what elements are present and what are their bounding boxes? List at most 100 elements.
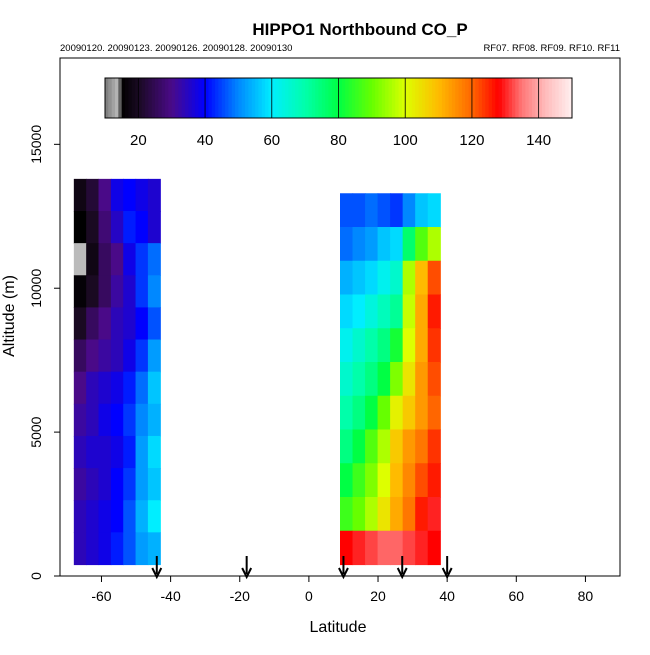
heatmap-cell [86,307,100,341]
heatmap-cell [427,328,441,363]
x-tick-label: 80 [578,588,594,604]
heatmap-cell [390,362,404,397]
heatmap-cell [365,362,379,397]
heatmap-cell [365,496,379,532]
colorbar-swatch [191,78,196,118]
colorbar-swatch [431,78,436,118]
colorbar-tick-label: 20 [130,132,147,149]
colorbar-swatch [318,78,323,118]
heatmap-cell [147,339,161,373]
colorbar-swatch [105,78,109,118]
heatmap-cell [73,339,87,373]
colorbar-swatch [471,78,476,118]
colorbar-swatch [145,78,149,118]
heatmap-cell [365,328,379,363]
colorbar-swatch [518,78,523,118]
heatmap-cell [123,403,137,437]
heatmap-cell [73,178,87,212]
colorbar-tick-label: 140 [526,132,551,149]
colorbar-swatch [418,78,423,118]
colorbar-swatch [138,78,143,118]
heatmap-cell [123,178,137,212]
colorbar-swatch [171,78,176,118]
colorbar-swatch [455,78,460,118]
colorbar-swatch [371,78,376,118]
heatmap-cell [427,395,441,431]
colorbar-swatch [185,78,189,118]
colorbar-swatch [258,78,263,118]
colorbar-swatch [538,78,543,118]
colorbar-swatch [488,78,493,118]
heatmap-cell [415,260,429,296]
colorbar-swatch [275,78,279,118]
colorbar-swatch [205,78,209,118]
colorbar-swatch [541,78,546,118]
colorbar-swatch [481,78,486,118]
colorbar-swatch [425,78,430,118]
heatmap-cell [86,435,100,469]
colorbar-swatch [445,78,450,118]
heatmap-cell [352,227,366,262]
colorbar-swatch [398,78,403,118]
heatmap-cell [402,395,416,431]
heatmap-cell [86,532,100,566]
colorbar-swatch [548,78,553,118]
colorbar-swatch [525,78,530,118]
heatmap-cell [415,328,429,363]
heatmap-cell [110,178,124,212]
colorbar-swatch [251,78,256,118]
heatmap-cell [402,530,416,566]
colorbar-swatch [225,78,229,118]
colorbar-swatch [135,78,139,118]
colorbar-swatch [478,78,483,118]
heatmap-cell [110,307,124,341]
colorbar-swatch [265,78,269,118]
heatmap-cell [415,395,429,431]
colorbar-swatch [311,78,316,118]
colorbar-swatch [158,78,163,118]
colorbar-swatch [245,78,249,118]
heatmap-cell [147,307,161,341]
colorbar-swatch [358,78,363,118]
colorbar-swatch [568,78,573,118]
colorbar-swatch [155,78,159,118]
heatmap-cell [415,463,429,498]
heatmap-cell [390,530,404,566]
colorbar-swatch [218,78,223,118]
colorbar-swatch [131,78,136,118]
x-tick-label: -20 [230,588,250,604]
heatmap-cell [86,275,100,309]
colorbar-swatch [428,78,433,118]
colorbar-swatch [271,78,276,118]
colorbar-swatch [368,78,373,118]
heatmap-cell [135,339,149,373]
heatmap-cell [415,429,429,464]
heatmap-cell [98,211,112,244]
heatmap-cell [352,463,366,498]
colorbar-swatch [505,78,510,118]
heatmap-cell [340,496,354,532]
heatmap-cell [402,193,416,228]
heatmap-cell [110,403,124,437]
heatmap-cell [147,211,161,244]
heatmap-cell [377,260,391,296]
x-axis-label: Latitude [310,619,367,636]
heatmap-cell [98,307,112,341]
heatmap-cell [390,429,404,464]
chart-subtitle-dates: 20090120. 20090123. 20090126. 20090128. … [60,43,292,54]
heatmap-cell [415,227,429,262]
flight-marker-arrow-head [151,567,163,580]
heatmap-cell [340,193,354,228]
heatmap-cell [427,463,441,498]
heatmap-cell [352,193,366,228]
heatmap-cell [427,294,441,329]
heatmap-cell [377,227,391,262]
heatmap-cell [147,403,161,437]
heatmap-cell [340,362,354,397]
colorbar-tick-label: 60 [263,132,280,149]
y-tick-label: 5000 [28,416,44,447]
heatmap-cell [390,260,404,296]
heatmap-cell [135,275,149,309]
x-tick-label: -40 [161,588,181,604]
heatmap-cell [98,435,112,469]
